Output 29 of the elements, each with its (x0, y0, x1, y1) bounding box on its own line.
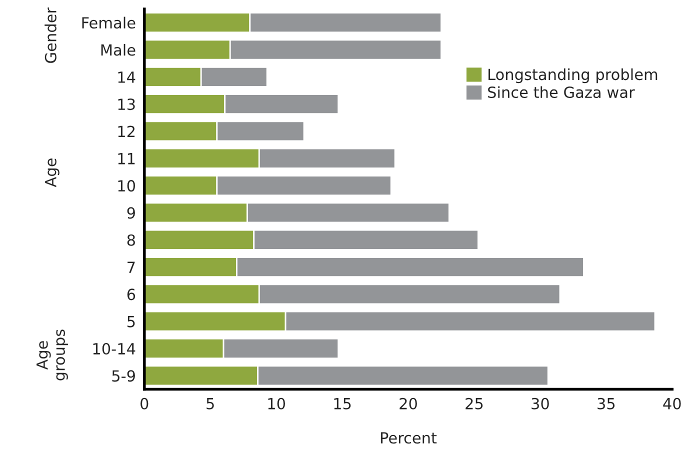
y-tick-label: 5-9 (112, 370, 135, 382)
x-tick-label: 20 (400, 398, 417, 410)
y-tick-label: 13 (118, 98, 135, 110)
y-tick-label: 10-14 (93, 342, 136, 355)
y-tick-label: 7 (128, 262, 135, 273)
x-tick-label: 35 (598, 398, 615, 410)
y-tick-label: 6 (127, 288, 136, 300)
x-tick-label: 30 (532, 398, 549, 410)
x-tick-label: 5 (206, 398, 214, 410)
x-tick-label: 0 (140, 398, 148, 410)
y-tick-label: 11 (118, 153, 135, 164)
y-tick-label: Male (101, 44, 136, 56)
y-tick-label: Female (82, 16, 136, 29)
x-tick-label: 40 (663, 398, 681, 410)
x-tick-label: 15 (334, 398, 351, 410)
y-tick-label: 12 (118, 126, 135, 138)
text: Age (45, 158, 60, 188)
x-tick-label: 10 (268, 398, 286, 410)
y-tick-label: 9 (127, 207, 135, 219)
y-tick-label: 5 (127, 316, 135, 328)
text: Gender (44, 7, 56, 63)
y-tick-label: 14 (118, 72, 136, 83)
legend-label: Since the Gaza war (488, 86, 635, 98)
x-tick-label: 25 (466, 398, 483, 410)
x-axis-title: Percent (381, 432, 437, 444)
y-tick-label: 8 (127, 234, 135, 246)
legend-label: Longstanding problem (488, 68, 658, 84)
text: Age groups (36, 330, 68, 380)
y-tick-label: 10 (118, 180, 136, 192)
